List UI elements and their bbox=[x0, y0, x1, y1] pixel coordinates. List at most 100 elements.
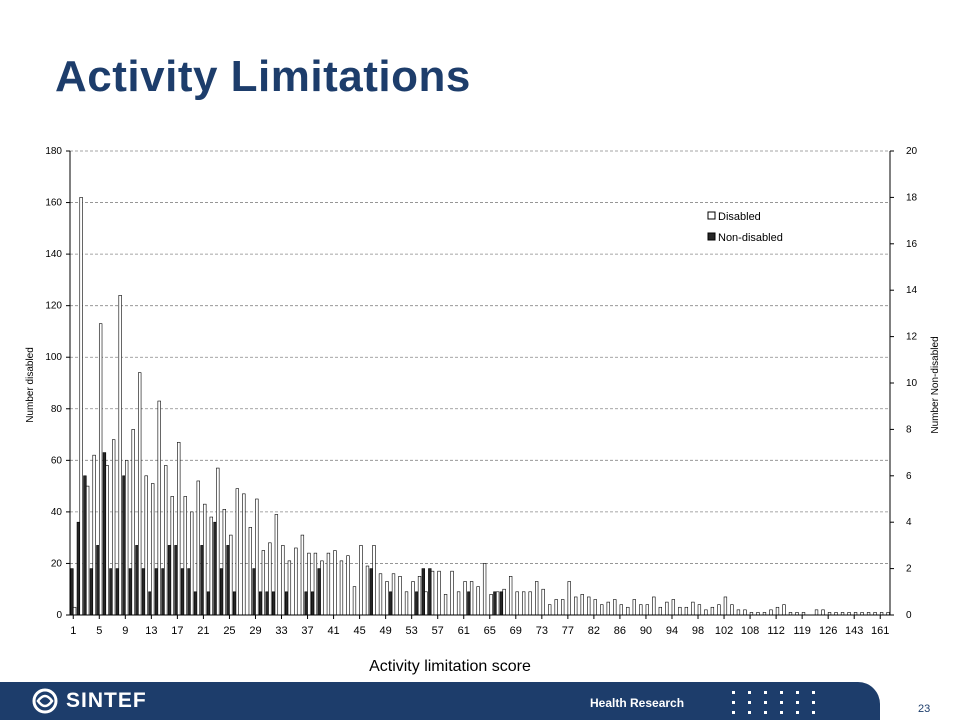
bar-disabled bbox=[300, 534, 305, 616]
y-right-tick-label: 12 bbox=[906, 332, 918, 343]
bar-disabled bbox=[359, 545, 363, 616]
x-tick-label: 49 bbox=[380, 625, 392, 637]
bar-disabled bbox=[417, 576, 422, 616]
y-right-tick-label: 18 bbox=[906, 192, 918, 203]
bar-disabled bbox=[613, 599, 617, 616]
x-tick-label: 126 bbox=[819, 625, 837, 637]
bar-non-disabled bbox=[193, 591, 198, 616]
y-left-tick-label: 100 bbox=[45, 352, 62, 363]
bar-disabled bbox=[294, 547, 298, 616]
bar-disabled bbox=[235, 488, 239, 616]
y-axis-left-label: Number disabled bbox=[25, 347, 36, 423]
bar-disabled bbox=[548, 604, 552, 616]
bar-disabled bbox=[574, 596, 578, 616]
bar-non-disabled bbox=[206, 591, 211, 616]
x-tick-label: 17 bbox=[171, 625, 183, 637]
x-tick-label: 37 bbox=[301, 625, 313, 637]
bar-non-disabled bbox=[83, 475, 87, 616]
y-right-tick-label: 8 bbox=[906, 424, 912, 435]
x-tick-label: 61 bbox=[458, 625, 470, 637]
bar-disabled bbox=[561, 599, 565, 616]
x-tick-label: 21 bbox=[197, 625, 209, 637]
y-right-tick-label: 14 bbox=[906, 285, 918, 296]
bar-disabled bbox=[619, 604, 623, 616]
x-tick-label: 53 bbox=[406, 625, 418, 637]
x-tick-label: 45 bbox=[353, 625, 365, 637]
bar-disabled bbox=[743, 609, 747, 616]
bar-disabled bbox=[437, 570, 441, 616]
bar-non-disabled bbox=[467, 591, 471, 616]
x-tick-label: 119 bbox=[793, 625, 811, 637]
bar-non-disabled bbox=[415, 591, 419, 616]
bar-disabled bbox=[639, 604, 643, 616]
bar-disabled bbox=[775, 606, 780, 616]
bar-disabled bbox=[157, 400, 161, 616]
bar-non-disabled bbox=[161, 568, 165, 616]
bar-disabled bbox=[665, 601, 669, 616]
bar-disabled bbox=[209, 516, 213, 616]
bar-disabled bbox=[717, 604, 721, 616]
bar-non-disabled bbox=[154, 568, 159, 616]
bar-disabled bbox=[320, 560, 324, 616]
bar-disabled bbox=[281, 545, 285, 616]
bar-non-disabled bbox=[271, 591, 276, 616]
sintef-logo: SINTEF bbox=[30, 687, 147, 715]
bar-disabled bbox=[443, 594, 448, 616]
bar-non-disabled bbox=[493, 591, 497, 616]
bar-disabled bbox=[326, 552, 331, 616]
legend-non-disabled-label: Non-disabled bbox=[718, 232, 783, 244]
x-tick-label: 57 bbox=[432, 625, 444, 637]
bar-disabled bbox=[476, 586, 480, 616]
bar-disabled bbox=[430, 570, 435, 616]
bar-disabled bbox=[313, 552, 318, 616]
y-right-tick-label: 0 bbox=[906, 610, 912, 621]
bar-non-disabled bbox=[421, 568, 425, 616]
tick-labels: 0204060801001201401601800246810121416182… bbox=[45, 146, 917, 637]
bar-disabled bbox=[105, 465, 109, 616]
bar-disabled bbox=[697, 604, 702, 616]
x-tick-label: 65 bbox=[484, 625, 496, 637]
y-left-tick-label: 20 bbox=[51, 558, 63, 569]
bar-disabled bbox=[626, 606, 630, 616]
bar-disabled bbox=[528, 591, 532, 616]
bar-disabled bbox=[79, 197, 83, 616]
x-tick-label: 33 bbox=[275, 625, 287, 637]
x-tick-label: 25 bbox=[223, 625, 235, 637]
y-left-tick-label: 80 bbox=[51, 404, 63, 415]
x-tick-label: 1 bbox=[70, 625, 76, 637]
bar-non-disabled bbox=[226, 545, 230, 616]
bar-non-disabled bbox=[115, 568, 120, 616]
bar-disabled bbox=[652, 596, 656, 616]
x-tick-label: 69 bbox=[510, 625, 522, 637]
bar-disabled bbox=[261, 550, 266, 616]
bar-disabled bbox=[723, 596, 728, 616]
bar-disabled bbox=[222, 509, 226, 616]
bar-disabled bbox=[658, 606, 662, 616]
bar-non-disabled bbox=[200, 545, 204, 616]
x-tick-label: 5 bbox=[96, 625, 102, 637]
bar-non-disabled bbox=[128, 568, 133, 616]
bar-disabled bbox=[98, 323, 103, 616]
x-tick-label: 98 bbox=[692, 625, 704, 637]
y-left-tick-label: 180 bbox=[45, 146, 62, 157]
bar-non-disabled bbox=[304, 591, 308, 616]
y-left-tick-label: 40 bbox=[51, 507, 63, 518]
chart: 0 20 40 60 80 100 120 140 160 180 0 2 4 6 8 10 12 14 16 18 2… bbox=[0, 130, 960, 680]
bar-disabled bbox=[248, 527, 253, 616]
x-axis-label: Activity limitation score bbox=[369, 658, 531, 675]
y-left-tick-label: 120 bbox=[45, 301, 62, 312]
x-tick-label: 102 bbox=[715, 625, 733, 637]
bar-disabled bbox=[580, 594, 584, 616]
bar-disabled bbox=[85, 485, 90, 616]
slide-title: Activity Limitations bbox=[55, 52, 471, 101]
bar-disabled bbox=[144, 475, 148, 616]
bar-disabled bbox=[333, 550, 337, 616]
bar-disabled bbox=[645, 604, 649, 616]
bar-non-disabled bbox=[232, 591, 237, 616]
bar-disabled bbox=[391, 573, 396, 616]
bar-disabled bbox=[632, 599, 636, 616]
bar-disabled bbox=[463, 581, 467, 616]
footer: SINTEF Health Research 23 bbox=[0, 682, 960, 720]
bar-disabled bbox=[600, 604, 604, 616]
y-right-tick-label: 4 bbox=[906, 517, 912, 528]
